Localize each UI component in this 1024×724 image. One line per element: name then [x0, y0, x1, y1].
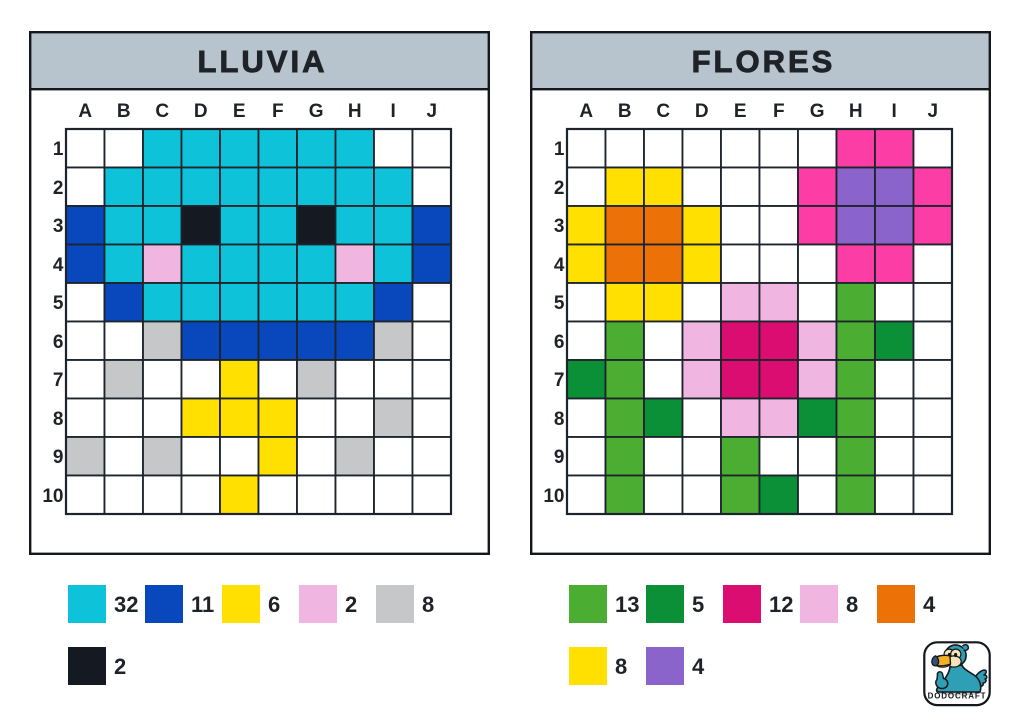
svg-text:8: 8 [422, 592, 434, 617]
svg-text:32: 32 [114, 592, 138, 617]
svg-text:B: B [618, 101, 632, 122]
svg-text:FLORES: FLORES [692, 44, 836, 79]
svg-text:2: 2 [554, 178, 565, 199]
svg-text:I: I [892, 101, 897, 122]
svg-text:2: 2 [53, 178, 64, 199]
svg-text:6: 6 [554, 332, 565, 353]
svg-text:12: 12 [769, 592, 793, 617]
svg-text:G: G [810, 101, 825, 122]
svg-text:8: 8 [554, 409, 565, 430]
svg-text:DODOCRAFT: DODOCRAFT [928, 692, 987, 701]
svg-text:4: 4 [923, 592, 936, 617]
svg-text:4: 4 [554, 255, 565, 276]
svg-text:B: B [117, 101, 131, 122]
svg-text:A: A [579, 101, 593, 122]
svg-text:5: 5 [53, 293, 64, 314]
svg-text:5: 5 [692, 592, 704, 617]
svg-text:6: 6 [268, 592, 280, 617]
svg-text:6: 6 [53, 332, 64, 353]
svg-text:D: D [695, 101, 709, 122]
svg-text:8: 8 [53, 409, 64, 430]
svg-text:H: H [849, 101, 863, 122]
svg-text:D: D [194, 101, 208, 122]
svg-text:7: 7 [554, 370, 565, 391]
svg-text:2: 2 [114, 654, 126, 679]
svg-text:J: J [928, 101, 939, 122]
svg-text:11: 11 [191, 592, 214, 617]
svg-text:A: A [78, 101, 92, 122]
svg-text:4: 4 [53, 255, 64, 276]
svg-text:F: F [272, 101, 284, 122]
svg-text:J: J [427, 101, 438, 122]
svg-text:10: 10 [543, 486, 564, 507]
svg-text:8: 8 [846, 592, 858, 617]
svg-text:13: 13 [615, 592, 639, 617]
svg-text:7: 7 [53, 370, 64, 391]
svg-text:F: F [773, 101, 785, 122]
svg-text:H: H [348, 101, 362, 122]
svg-text:G: G [309, 101, 324, 122]
svg-text:4: 4 [692, 654, 705, 679]
svg-text:C: C [656, 101, 670, 122]
svg-text:9: 9 [554, 447, 565, 468]
svg-text:3: 3 [53, 216, 64, 237]
svg-text:10: 10 [42, 486, 63, 507]
svg-text:3: 3 [554, 216, 565, 237]
svg-text:E: E [233, 101, 246, 122]
svg-text:1: 1 [53, 139, 64, 160]
svg-text:9: 9 [53, 447, 64, 468]
svg-text:8: 8 [615, 654, 627, 679]
svg-text:LLUVIA: LLUVIA [198, 44, 328, 79]
svg-text:5: 5 [554, 293, 565, 314]
svg-text:2: 2 [345, 592, 357, 617]
svg-text:E: E [734, 101, 747, 122]
svg-text:I: I [391, 101, 396, 122]
svg-text:1: 1 [554, 139, 565, 160]
svg-text:C: C [155, 101, 169, 122]
